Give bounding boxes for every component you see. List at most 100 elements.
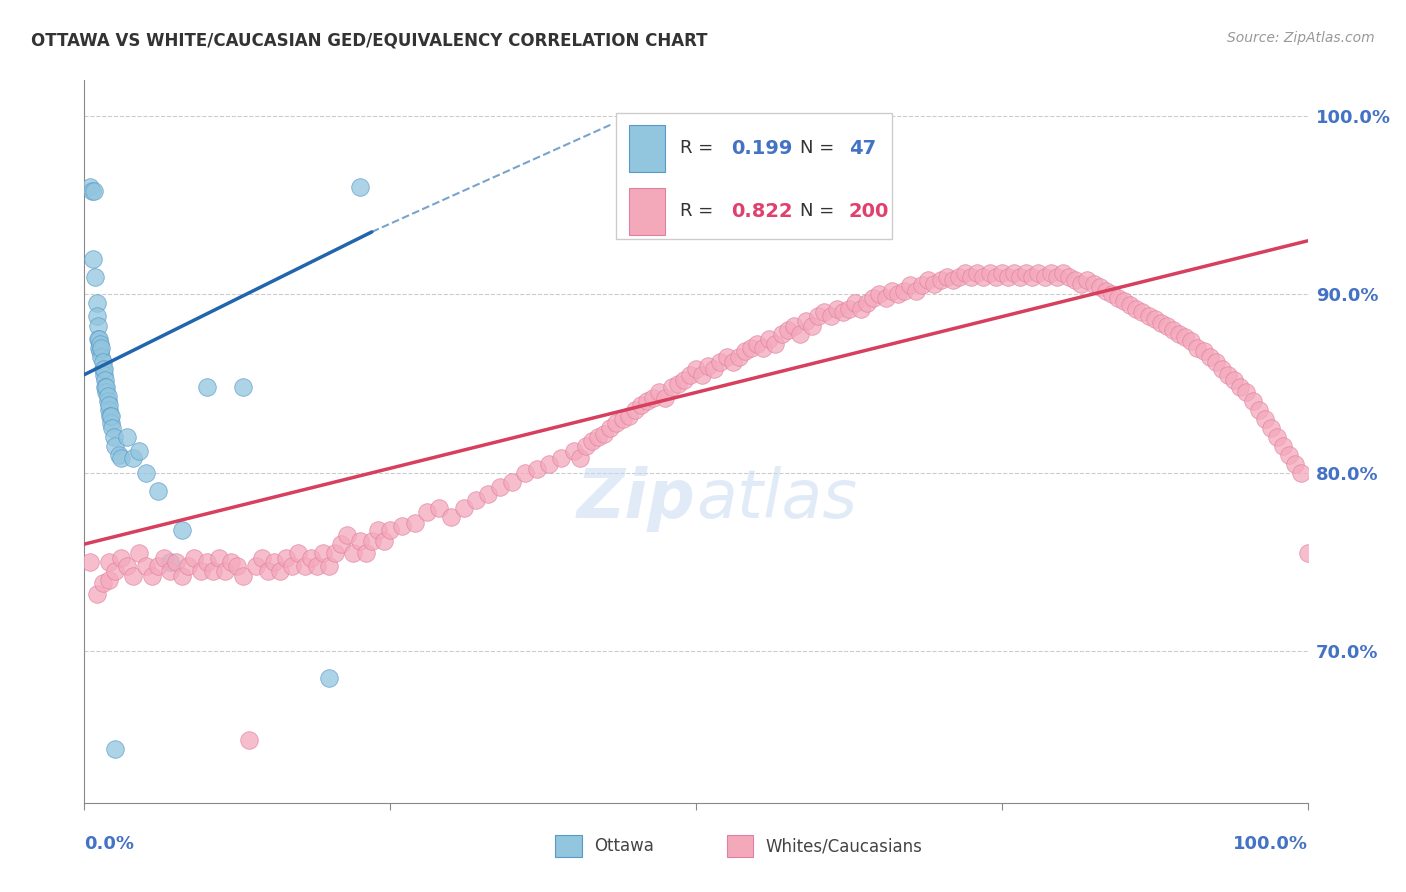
Point bbox=[1236, 385, 1258, 400]
Point bbox=[825, 301, 848, 316]
Point bbox=[1180, 334, 1202, 348]
Point bbox=[195, 555, 218, 569]
Point bbox=[299, 551, 322, 566]
Point bbox=[89, 337, 111, 351]
Point bbox=[83, 184, 105, 198]
Point bbox=[90, 341, 112, 355]
Point bbox=[1241, 394, 1264, 409]
Point bbox=[690, 368, 713, 382]
Point bbox=[856, 296, 879, 310]
Text: 47: 47 bbox=[849, 138, 876, 158]
Point bbox=[100, 416, 122, 430]
Point bbox=[100, 409, 122, 423]
Point bbox=[97, 573, 120, 587]
Point bbox=[96, 380, 118, 394]
Point bbox=[1046, 269, 1069, 284]
Point bbox=[953, 266, 976, 280]
Point bbox=[875, 291, 897, 305]
Point bbox=[287, 546, 309, 560]
Point bbox=[942, 273, 965, 287]
Point bbox=[97, 394, 120, 409]
Point bbox=[648, 385, 671, 400]
Point bbox=[783, 319, 806, 334]
Point bbox=[159, 564, 181, 578]
Point bbox=[789, 326, 811, 341]
Point bbox=[1198, 350, 1220, 364]
Point bbox=[238, 733, 260, 747]
Point bbox=[893, 284, 915, 298]
Point bbox=[250, 551, 273, 566]
Point bbox=[183, 551, 205, 566]
Point bbox=[869, 287, 891, 301]
Point bbox=[1260, 421, 1282, 435]
Point bbox=[82, 252, 104, 266]
Point bbox=[734, 344, 756, 359]
Point bbox=[624, 403, 647, 417]
Point bbox=[141, 569, 163, 583]
Text: OTTAWA VS WHITE/CAUCASIAN GED/EQUIVALENCY CORRELATION CHART: OTTAWA VS WHITE/CAUCASIAN GED/EQUIVALENC… bbox=[31, 31, 707, 49]
Point bbox=[91, 362, 114, 376]
Point bbox=[807, 309, 830, 323]
Point bbox=[146, 558, 169, 573]
Point bbox=[86, 296, 108, 310]
Point bbox=[208, 551, 231, 566]
Point bbox=[1291, 466, 1313, 480]
Text: 0.0%: 0.0% bbox=[84, 835, 135, 854]
Point bbox=[1223, 373, 1246, 387]
Point bbox=[146, 483, 169, 498]
Point bbox=[464, 492, 486, 507]
Point bbox=[630, 398, 652, 412]
Point bbox=[636, 394, 658, 409]
Point bbox=[305, 558, 328, 573]
Point bbox=[318, 671, 340, 685]
Point bbox=[991, 266, 1014, 280]
Point bbox=[562, 444, 585, 458]
Point bbox=[776, 323, 799, 337]
Point bbox=[709, 355, 731, 369]
Point bbox=[245, 558, 267, 573]
Point bbox=[128, 444, 150, 458]
Point bbox=[1254, 412, 1277, 426]
Text: atlas: atlas bbox=[696, 467, 858, 533]
Point bbox=[1076, 273, 1098, 287]
Point bbox=[276, 551, 298, 566]
Point bbox=[966, 266, 988, 280]
Point bbox=[979, 266, 1001, 280]
Point bbox=[98, 409, 121, 423]
Point bbox=[79, 555, 101, 569]
Point bbox=[354, 546, 377, 560]
Point bbox=[269, 564, 291, 578]
Text: Source: ZipAtlas.com: Source: ZipAtlas.com bbox=[1227, 31, 1375, 45]
Point bbox=[721, 355, 744, 369]
Point bbox=[172, 569, 194, 583]
Point bbox=[103, 430, 125, 444]
Point bbox=[104, 439, 127, 453]
Point bbox=[97, 389, 120, 403]
Point bbox=[801, 319, 824, 334]
Point bbox=[605, 416, 627, 430]
Point bbox=[416, 505, 439, 519]
Point bbox=[79, 180, 101, 194]
Point bbox=[1107, 291, 1129, 305]
Point bbox=[727, 350, 749, 364]
Point bbox=[1265, 430, 1288, 444]
Point bbox=[703, 362, 725, 376]
Point bbox=[513, 466, 536, 480]
Point bbox=[349, 180, 371, 194]
Point bbox=[502, 475, 524, 489]
Point bbox=[115, 558, 138, 573]
Point bbox=[984, 269, 1007, 284]
Point bbox=[94, 373, 117, 387]
Point bbox=[747, 337, 769, 351]
Point bbox=[232, 380, 254, 394]
Point bbox=[581, 434, 603, 448]
Point bbox=[1119, 298, 1142, 312]
Point bbox=[849, 301, 872, 316]
Point bbox=[612, 412, 634, 426]
Point bbox=[1114, 294, 1136, 309]
Point bbox=[770, 326, 793, 341]
Point bbox=[177, 558, 200, 573]
Point bbox=[330, 537, 353, 551]
Text: 100.0%: 100.0% bbox=[1233, 835, 1308, 854]
FancyBboxPatch shape bbox=[628, 125, 665, 171]
